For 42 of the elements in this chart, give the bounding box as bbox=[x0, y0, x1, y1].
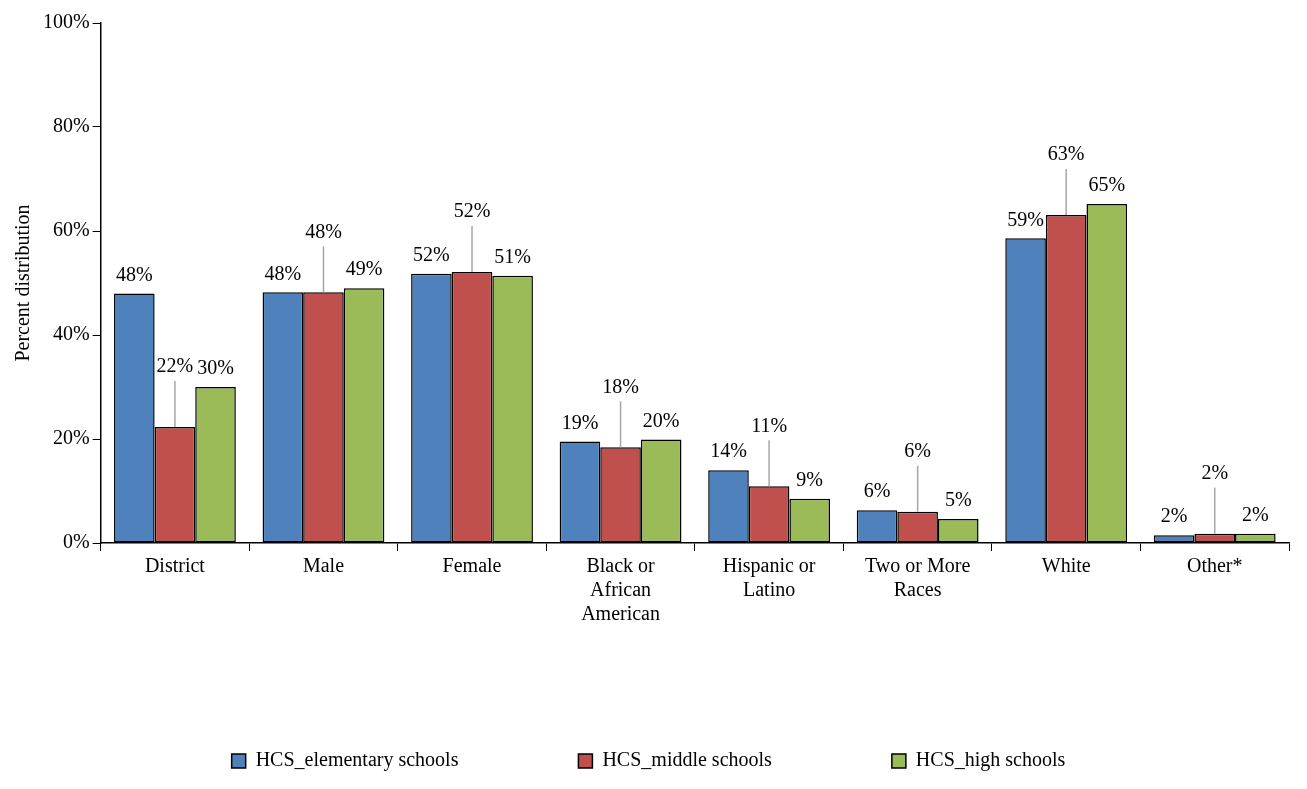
data-label: 6% bbox=[863, 479, 891, 502]
data-label: 2% bbox=[1241, 502, 1269, 525]
x-tick-label: Black or African American bbox=[581, 554, 660, 625]
data-label: 19% bbox=[561, 410, 599, 433]
data-label: 20% bbox=[642, 408, 680, 431]
data-label: 18% bbox=[602, 374, 639, 397]
data-label: 59% bbox=[1007, 207, 1044, 230]
x-tick-label: Two or More Races bbox=[865, 554, 971, 601]
legend-label: HCS_middle schools bbox=[602, 748, 773, 771]
legend-label: HCS_high schools bbox=[915, 748, 1066, 772]
y-tick-label: 20% bbox=[52, 426, 90, 449]
y-tick-label: 100% bbox=[42, 10, 90, 33]
data-label: 5% bbox=[944, 488, 972, 511]
x-tick-label: District bbox=[144, 554, 206, 577]
data-label: 14% bbox=[710, 439, 747, 462]
y-tick-label: 40% bbox=[52, 322, 90, 345]
data-label: 6% bbox=[904, 439, 931, 462]
data-label: 49% bbox=[345, 257, 383, 280]
x-tick-label: Hispanic or Latino bbox=[722, 554, 816, 601]
data-label: 48% bbox=[264, 261, 302, 284]
data-label: 48% bbox=[115, 262, 153, 285]
y-tick-label: 80% bbox=[52, 114, 90, 137]
data-label: 52% bbox=[413, 242, 450, 265]
data-label: 30% bbox=[197, 356, 234, 379]
y-tick-label: 60% bbox=[52, 218, 90, 241]
x-tick-label: Other* bbox=[1186, 554, 1243, 577]
data-label: 52% bbox=[453, 199, 491, 222]
data-label: 11% bbox=[751, 413, 788, 436]
data-label: 2% bbox=[1201, 460, 1229, 483]
data-label: 9% bbox=[796, 468, 824, 491]
x-tick-label: Female bbox=[442, 554, 502, 577]
data-label: 2% bbox=[1160, 504, 1188, 527]
data-label: 48% bbox=[305, 219, 342, 242]
y-axis-title: Percent distribution bbox=[11, 204, 34, 362]
data-label: 65% bbox=[1088, 173, 1126, 196]
data-label: 22% bbox=[156, 354, 194, 377]
legend-label: HCS_elementary schools bbox=[255, 748, 459, 772]
x-tick-label: Male bbox=[302, 554, 345, 577]
x-tick-label: White bbox=[1041, 554, 1091, 577]
y-tick-label: 0% bbox=[62, 530, 90, 553]
data-label: 63% bbox=[1047, 142, 1085, 165]
data-label: 51% bbox=[494, 244, 531, 267]
